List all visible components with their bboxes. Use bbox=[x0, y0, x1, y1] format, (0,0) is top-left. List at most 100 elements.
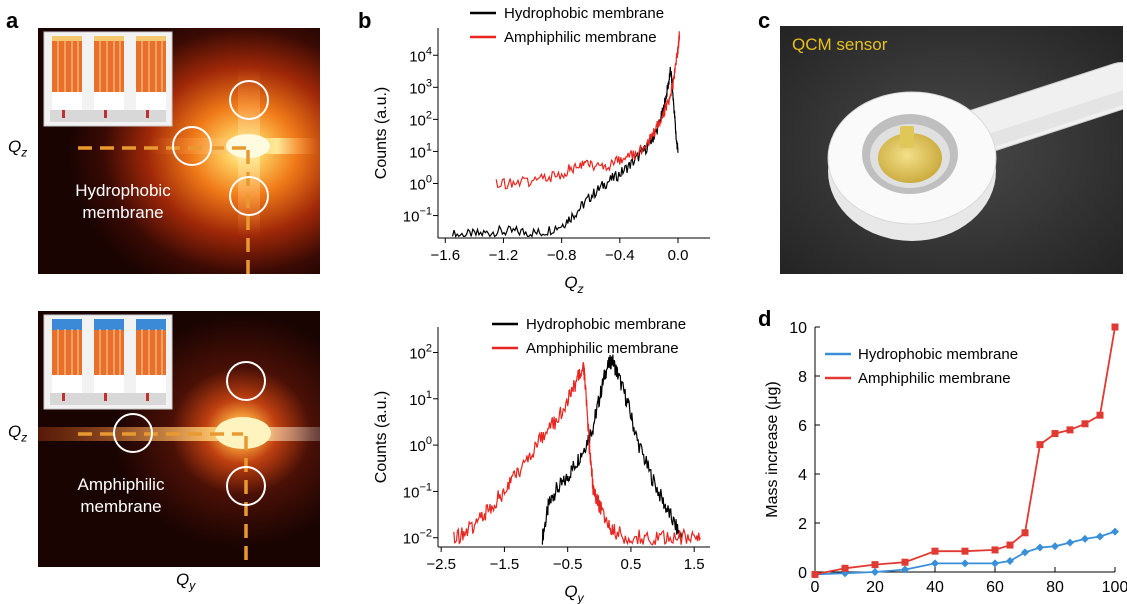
axis-label-qz-top: Qz bbox=[8, 137, 28, 160]
amphiphilic-image-label: Amphiphilic membrane bbox=[77, 475, 165, 516]
legend-label: Amphiphilic membrane bbox=[858, 370, 1011, 387]
data-point bbox=[901, 558, 909, 566]
x-tick-label: −0.8 bbox=[547, 247, 577, 264]
data-point bbox=[1066, 426, 1074, 434]
y-tick-label: 6 bbox=[798, 418, 807, 435]
peak-circle bbox=[226, 466, 266, 506]
x-tick-label: 80 bbox=[1046, 579, 1064, 596]
data-point bbox=[1066, 538, 1074, 547]
x-tick-label: 100 bbox=[1102, 579, 1127, 596]
y-tick-label: 104 bbox=[409, 45, 432, 65]
axis-label-qz-bottom: Qz bbox=[8, 422, 28, 445]
x-tick-label: −1.2 bbox=[489, 247, 519, 264]
y-tick-label: 4 bbox=[798, 467, 807, 484]
legend-label: Hydrophobic membrane bbox=[858, 346, 1018, 363]
data-point bbox=[1021, 529, 1029, 537]
data-point bbox=[1096, 532, 1104, 541]
y-axis-label: Counts (a.u.) bbox=[373, 87, 390, 179]
data-point bbox=[991, 559, 999, 568]
series-line-amphiphilic bbox=[495, 31, 681, 190]
y-tick-label: 102 bbox=[409, 342, 432, 362]
membrane-schematic-inset bbox=[43, 314, 173, 410]
counts-vs-qz-chart: −1.6 −1.2 −0.8 −0.4 0.0 10−1 100 101 102 103 104 Hy… bbox=[373, 5, 710, 296]
y-tick-label: 10−2 bbox=[403, 528, 432, 548]
legend-label: Amphiphilic membrane bbox=[526, 340, 679, 357]
data-point bbox=[841, 564, 849, 572]
data-point bbox=[871, 568, 879, 576]
legend-label: Hydrophobic membrane bbox=[526, 316, 686, 333]
mass-increase-chart: 0 20 40 60 80 100 0 2 4 6 8 10 Hydrophobic membrane A… bbox=[764, 320, 1127, 604]
series-line-hydrophobic bbox=[451, 66, 679, 238]
data-point bbox=[811, 570, 819, 578]
data-point bbox=[961, 547, 969, 555]
y-tick-label: 101 bbox=[409, 141, 432, 161]
series-line-amphiphilic bbox=[453, 361, 702, 546]
x-axis-label: Qz bbox=[564, 273, 583, 296]
x-tick-label: −0.4 bbox=[605, 247, 635, 264]
panel-label-d: d bbox=[758, 306, 772, 331]
y-tick-label: 100 bbox=[409, 173, 432, 193]
data-point bbox=[1111, 527, 1119, 536]
x-tick-label: 60 bbox=[986, 579, 1004, 596]
x-tick-label: −1.6 bbox=[430, 247, 460, 264]
data-point bbox=[1036, 543, 1044, 552]
series-line-amphiphilic bbox=[814, 326, 1116, 576]
y-tick-label: 10 bbox=[789, 320, 807, 337]
peak-circle bbox=[229, 80, 269, 120]
x-tick-label: −0.5 bbox=[553, 556, 583, 573]
data-point bbox=[1081, 534, 1089, 543]
panel-label-b: b bbox=[358, 8, 372, 33]
data-point bbox=[931, 547, 939, 555]
y-tick-label: 8 bbox=[798, 369, 807, 386]
legend-label: Amphiphilic membrane bbox=[504, 29, 657, 46]
legend-label: Hydrophobic membrane bbox=[504, 5, 664, 22]
x-tick-label: 40 bbox=[926, 579, 944, 596]
x-tick-label: 20 bbox=[866, 579, 884, 596]
x-tick-label: −2.5 bbox=[426, 556, 456, 573]
y-tick-label: 100 bbox=[409, 435, 432, 455]
data-point bbox=[901, 565, 909, 574]
data-point bbox=[991, 546, 999, 554]
x-tick-label: −1.5 bbox=[490, 556, 520, 573]
data-point bbox=[1021, 548, 1029, 557]
y-axis-label: Counts (a.u.) bbox=[373, 391, 390, 483]
data-point bbox=[1096, 411, 1104, 419]
y-tick-label: 0 bbox=[798, 565, 807, 582]
hydrophobic-image-label: Hydrophobic membrane bbox=[75, 181, 171, 222]
data-point bbox=[1111, 323, 1119, 331]
x-tick-label: 0.5 bbox=[621, 556, 642, 573]
scattering-image-hydrophobic bbox=[38, 28, 320, 274]
x-tick-label: 1.5 bbox=[684, 556, 705, 573]
panel-label-a: a bbox=[6, 8, 19, 33]
x-axis-label: Qy bbox=[564, 582, 584, 604]
data-point bbox=[961, 559, 969, 568]
axis-label-qy: Qy bbox=[176, 570, 196, 593]
y-tick-label: 102 bbox=[409, 109, 432, 129]
y-axis-label: Mass increase (μg) bbox=[764, 381, 781, 517]
data-point bbox=[1081, 420, 1089, 428]
y-tick-label: 10−1 bbox=[403, 481, 432, 501]
data-point bbox=[1051, 542, 1059, 551]
data-point bbox=[871, 561, 879, 569]
x-tick-label: 0.0 bbox=[668, 247, 689, 264]
data-point bbox=[841, 569, 849, 578]
data-point bbox=[1036, 441, 1044, 449]
data-point bbox=[1051, 430, 1059, 438]
peak-circle bbox=[172, 126, 212, 166]
peak-circle bbox=[113, 413, 153, 453]
counts-vs-qy-chart: −2.5 −1.5 −0.5 0.5 1.5 10−2 10−1 100 101 102 Hydro… bbox=[373, 316, 710, 604]
data-point bbox=[1006, 556, 1014, 565]
panel-label-c: c bbox=[758, 8, 771, 33]
qcm-sensor-photo bbox=[780, 26, 1123, 274]
membrane-schematic-inset bbox=[43, 31, 173, 127]
scattering-image-amphiphilic bbox=[38, 311, 320, 567]
y-tick-label: 2 bbox=[798, 516, 807, 533]
x-tick-label: 0 bbox=[811, 579, 820, 596]
peak-circle bbox=[226, 361, 266, 401]
series-line-hydrophobic bbox=[541, 354, 683, 545]
y-tick-label: 10−1 bbox=[403, 206, 432, 226]
data-point bbox=[1006, 541, 1014, 549]
peak-circle bbox=[229, 176, 269, 216]
qcm-sensor-label: QCM sensor bbox=[792, 35, 888, 54]
y-tick-label: 103 bbox=[409, 77, 432, 97]
